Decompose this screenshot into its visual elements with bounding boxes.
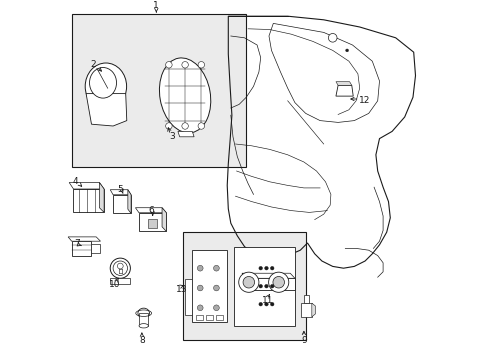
- Bar: [216, 315, 223, 320]
- Bar: [73, 189, 104, 212]
- Bar: [139, 213, 166, 231]
- Circle shape: [213, 305, 219, 311]
- Circle shape: [258, 302, 262, 306]
- Polygon shape: [185, 279, 192, 315]
- Circle shape: [270, 284, 273, 288]
- Bar: [91, 244, 101, 253]
- Polygon shape: [242, 273, 294, 278]
- Circle shape: [345, 49, 348, 52]
- Circle shape: [197, 305, 203, 311]
- Circle shape: [165, 123, 172, 129]
- Ellipse shape: [89, 68, 116, 98]
- Text: 13: 13: [175, 285, 187, 294]
- Circle shape: [182, 62, 188, 68]
- Polygon shape: [127, 190, 131, 213]
- Polygon shape: [192, 250, 226, 322]
- Bar: [72, 241, 91, 256]
- Bar: [113, 195, 131, 213]
- Polygon shape: [99, 183, 104, 212]
- Ellipse shape: [159, 58, 210, 133]
- Circle shape: [182, 123, 188, 129]
- Text: 11: 11: [262, 296, 273, 305]
- Polygon shape: [86, 94, 126, 126]
- Polygon shape: [135, 208, 166, 213]
- Circle shape: [213, 285, 219, 291]
- Circle shape: [258, 266, 262, 270]
- Circle shape: [258, 284, 262, 288]
- Ellipse shape: [85, 63, 126, 110]
- Polygon shape: [178, 131, 194, 137]
- Polygon shape: [233, 247, 294, 326]
- Ellipse shape: [139, 324, 148, 328]
- Bar: [183, 232, 305, 340]
- Circle shape: [264, 266, 268, 270]
- Circle shape: [165, 62, 172, 68]
- Ellipse shape: [138, 308, 149, 318]
- Circle shape: [117, 263, 123, 269]
- Polygon shape: [68, 237, 101, 241]
- Polygon shape: [335, 82, 351, 85]
- Circle shape: [198, 62, 204, 68]
- Circle shape: [270, 302, 273, 306]
- Circle shape: [268, 272, 288, 292]
- Circle shape: [113, 261, 127, 275]
- Bar: [196, 315, 203, 320]
- Polygon shape: [162, 208, 166, 231]
- Polygon shape: [311, 303, 315, 317]
- Polygon shape: [335, 85, 352, 96]
- Circle shape: [328, 33, 336, 42]
- Text: 1: 1: [153, 1, 159, 10]
- Circle shape: [213, 265, 219, 271]
- Circle shape: [272, 276, 284, 288]
- Circle shape: [270, 266, 273, 270]
- Text: 12: 12: [359, 96, 370, 105]
- Circle shape: [110, 258, 130, 278]
- Bar: [205, 315, 213, 320]
- Polygon shape: [69, 183, 104, 189]
- Bar: [110, 278, 130, 284]
- Text: 6: 6: [148, 206, 153, 215]
- Bar: [303, 295, 309, 303]
- Bar: [72, 14, 246, 167]
- Text: 5: 5: [117, 184, 123, 194]
- Circle shape: [197, 285, 203, 291]
- Text: 3: 3: [169, 132, 175, 141]
- Bar: [148, 219, 157, 228]
- Circle shape: [238, 272, 258, 292]
- Bar: [301, 303, 311, 317]
- Circle shape: [243, 276, 254, 288]
- Text: 8: 8: [139, 336, 144, 345]
- Text: 9: 9: [301, 336, 306, 345]
- Text: 10: 10: [109, 280, 121, 289]
- Circle shape: [264, 284, 268, 288]
- Bar: [139, 313, 148, 326]
- Circle shape: [197, 265, 203, 271]
- Circle shape: [264, 302, 268, 306]
- Polygon shape: [110, 190, 131, 195]
- Bar: [246, 278, 294, 290]
- Circle shape: [198, 123, 204, 129]
- Text: 2: 2: [90, 60, 96, 69]
- Text: 4: 4: [72, 177, 78, 186]
- Text: 7: 7: [74, 238, 80, 248]
